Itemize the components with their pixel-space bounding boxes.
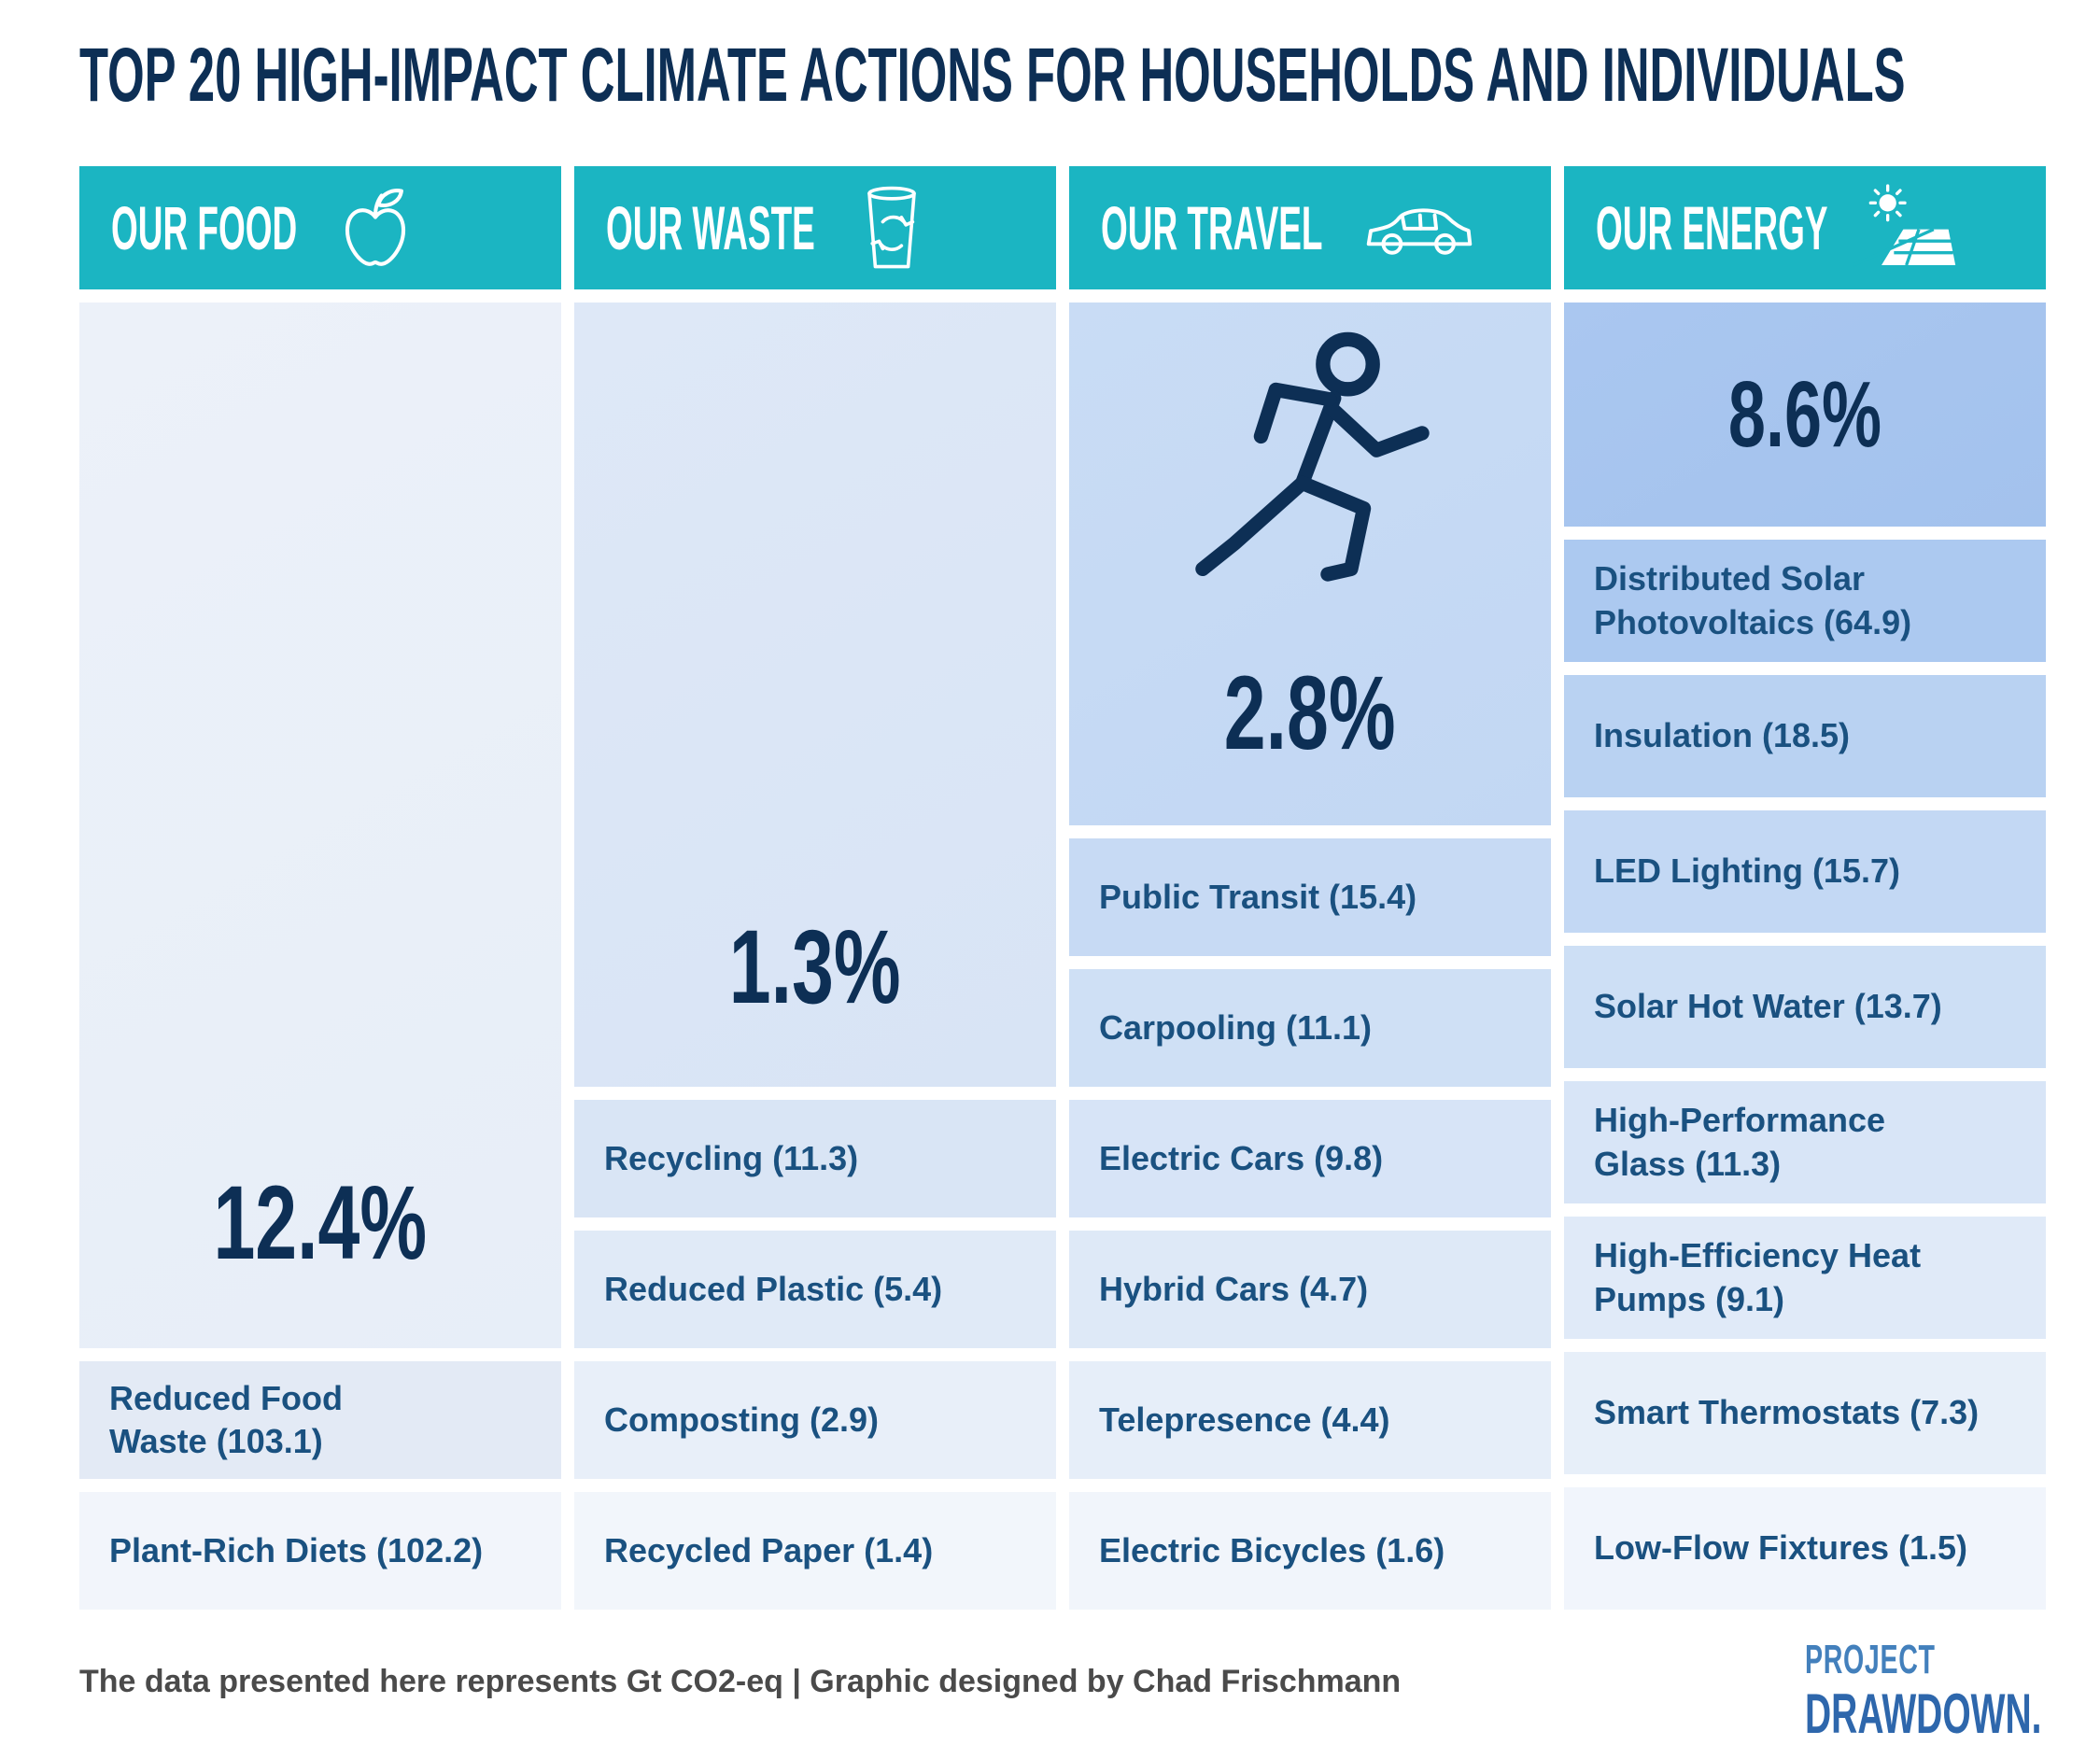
column-our-food: OUR FOOD 12.4% Reduced Food Waste (103.1… (79, 166, 561, 1610)
action-cell-electric-bicycles: Electric Bicycles (1.6) (1069, 1492, 1551, 1610)
column-header-our-food: OUR FOOD (79, 166, 561, 289)
action-label: Solar Hot Water (13.7) (1594, 987, 1942, 1026)
action-cell-smart-thermostats: Smart Thermostats (7.3) (1564, 1352, 2046, 1474)
action-cell-insulation: Insulation (18.5) (1564, 675, 2046, 797)
logo-line-project: PROJECT (1805, 1637, 1936, 1682)
action-cell-reduced-plastic: Reduced Plastic (5.4) (574, 1231, 1056, 1348)
column-header-our-travel: OUR TRAVEL (1069, 166, 1551, 289)
action-label: High-Efficiency Heat Pumps (9.1) (1594, 1236, 1922, 1318)
action-label: Insulation (18.5) (1594, 716, 1851, 755)
action-label: Electric Cars (9.8) (1099, 1138, 1384, 1177)
waste-share-percent: 1.3% (729, 908, 901, 1025)
solar-panel-icon (1853, 184, 1956, 267)
logo-line-drawdown: DRAWDOWN. (1805, 1682, 2042, 1745)
energy-share-cell: 8.6% (1564, 303, 2046, 527)
column-header-our-waste: OUR WASTE (574, 166, 1056, 289)
column-our-waste: OUR WASTE 1.3% Recycling (11. (574, 166, 1056, 1610)
page-title: TOP 20 HIGH-IMPACT CLIMATE ACTIONS FOR H… (79, 33, 1906, 118)
waste-share-cell: 1.3% (574, 303, 1056, 1087)
action-cell-high-performance-glass: High-Performance Glass (11.3) (1564, 1081, 2046, 1203)
action-label: Composting (2.9) (604, 1400, 879, 1439)
action-cell-telepresence: Telepresence (4.4) (1069, 1361, 1551, 1479)
runner-icon (1195, 331, 1431, 582)
action-label: Telepresence (4.4) (1099, 1400, 1390, 1439)
action-cell-composting: Composting (2.9) (574, 1361, 1056, 1479)
action-cell-recycled-paper: Recycled Paper (1.4) (574, 1492, 1056, 1610)
action-cell-low-flow-fixtures: Low-Flow Fixtures (1.5) (1564, 1487, 2046, 1610)
action-cell-recycling: Recycling (11.3) (574, 1100, 1056, 1217)
footer-note: The data presented here represents Gt CO… (79, 1664, 1402, 1699)
action-label: Electric Bicycles (1.6) (1099, 1530, 1445, 1569)
action-label: LED Lighting (15.7) (1594, 851, 1900, 891)
action-cell-led-lighting: LED Lighting (15.7) (1564, 810, 2046, 933)
action-label: Plant-Rich Diets (102.2) (109, 1530, 484, 1569)
column-header-label: OUR FOOD (111, 193, 298, 262)
action-cell-reduced-food-waste: Reduced Food Waste (103.1) (79, 1361, 561, 1479)
column-header-label: OUR TRAVEL (1101, 193, 1323, 262)
action-cell-plant-rich-diets: Plant-Rich Diets (102.2) (79, 1492, 561, 1610)
food-share-cell: 12.4% (79, 303, 561, 1348)
column-our-travel: OUR TRAVEL (1069, 166, 1551, 1610)
action-cell-distributed-solar: Distributed Solar Photovoltaics (64.9) (1564, 540, 2046, 662)
action-label: Smart Thermostats (7.3) (1594, 1393, 1980, 1432)
action-cell-carpooling: Carpooling (11.1) (1069, 969, 1551, 1087)
action-cell-high-efficiency-heat-pumps: High-Efficiency Heat Pumps (9.1) (1564, 1217, 2046, 1339)
column-our-energy: OUR ENERGY (1564, 166, 2046, 1610)
column-header-our-energy: OUR ENERGY (1564, 166, 2046, 289)
action-label: Reduced Plastic (5.4) (604, 1269, 943, 1308)
column-header-label: OUR WASTE (606, 193, 815, 262)
energy-share-percent: 8.6% (1727, 361, 1882, 467)
action-cell-public-transit: Public Transit (15.4) (1069, 838, 1551, 956)
action-label: Reduced Food Waste (103.1) (109, 1378, 343, 1460)
car-icon (1366, 208, 1473, 255)
action-label: Recycling (11.3) (604, 1138, 859, 1177)
action-label: Hybrid Cars (4.7) (1099, 1269, 1369, 1308)
action-cell-electric-cars: Electric Cars (9.8) (1069, 1100, 1551, 1217)
food-share-percent: 12.4% (213, 1164, 428, 1281)
column-header-label: OUR ENERGY (1596, 193, 1828, 262)
project-drawdown-logo: PROJECT DRAWDOWN. (1805, 1639, 2100, 1742)
action-label: Recycled Paper (1.4) (604, 1530, 934, 1569)
recycling-bin-icon (867, 186, 916, 269)
action-cell-hybrid-cars: Hybrid Cars (4.7) (1069, 1231, 1551, 1348)
action-label: Public Transit (15.4) (1099, 877, 1417, 916)
action-cell-solar-hot-water: Solar Hot Water (13.7) (1564, 946, 2046, 1068)
travel-share-cell: 2.8% (1069, 303, 1551, 825)
action-label: Carpooling (11.1) (1099, 1007, 1373, 1047)
action-label: High-Performance Glass (11.3) (1594, 1101, 1886, 1183)
action-label: Low-Flow Fixtures (1.5) (1594, 1528, 1968, 1568)
travel-share-percent: 2.8% (1224, 654, 1396, 771)
action-label: Distributed Solar Photovoltaics (64.9) (1594, 559, 1912, 641)
category-grid: OUR FOOD 12.4% Reduced Food Waste (103.1… (79, 166, 2046, 1610)
apple-icon (345, 189, 405, 266)
